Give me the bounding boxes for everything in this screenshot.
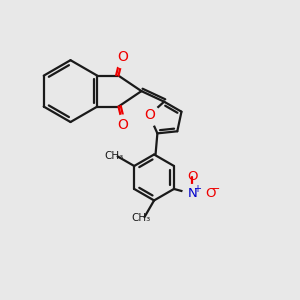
Text: O: O: [118, 50, 128, 64]
Text: N: N: [188, 188, 197, 200]
Text: +: +: [193, 184, 201, 194]
Text: CH₃: CH₃: [104, 152, 124, 161]
Text: O: O: [187, 170, 198, 183]
Text: −: −: [211, 184, 221, 194]
Text: CH₃: CH₃: [131, 214, 151, 224]
Text: O: O: [144, 108, 155, 122]
Text: O: O: [206, 188, 216, 200]
Text: O: O: [118, 118, 128, 132]
